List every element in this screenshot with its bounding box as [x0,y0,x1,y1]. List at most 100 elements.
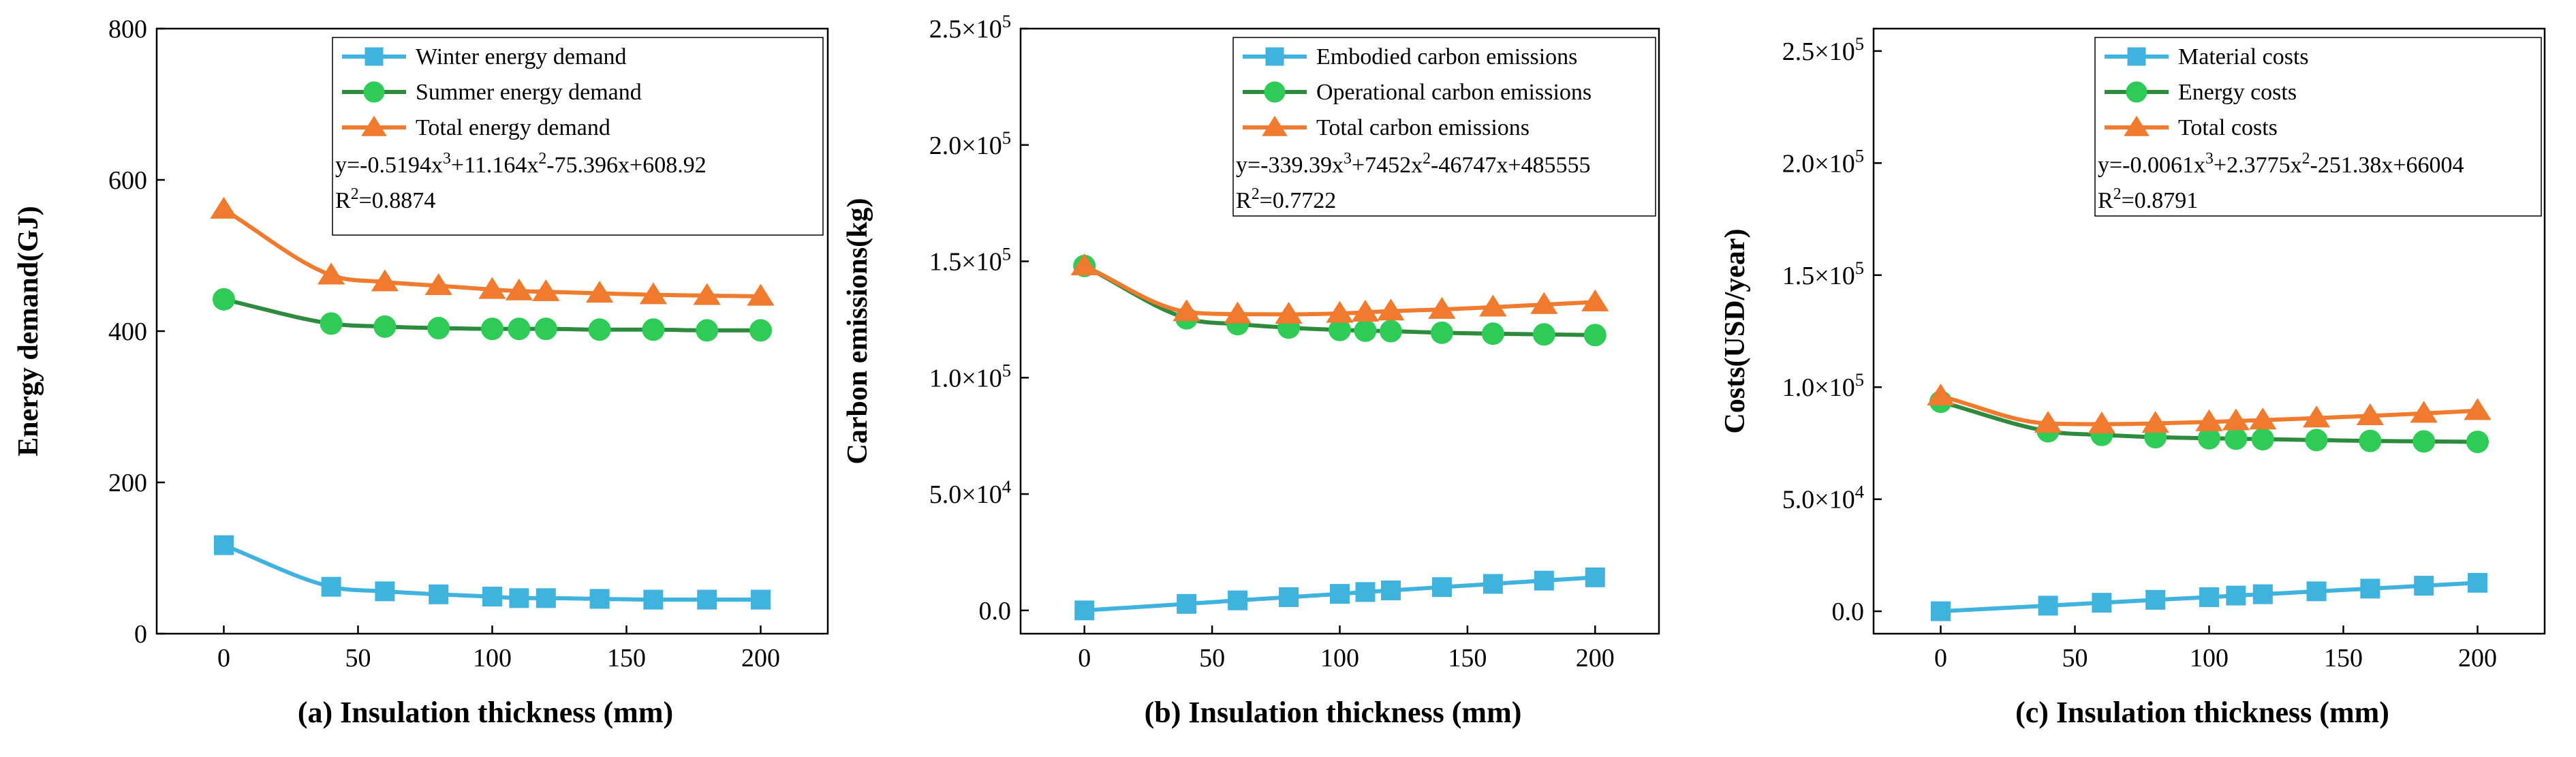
panel-tag: (c) [2015,696,2049,729]
data-point-0-0 [1074,600,1095,621]
data-point-0-8 [2360,578,2380,599]
data-point-1-0 [213,288,235,311]
data-point-0-6 [2252,584,2273,604]
panel-tag: (b) [1145,696,1181,729]
data-point-1-8 [642,318,665,341]
x-tick-label: 100 [1320,644,1359,673]
data-point-0-0 [214,535,234,555]
data-point-0-5 [2226,585,2246,606]
x-tick-label: 0 [217,644,230,673]
data-point-0-7 [1431,577,1452,598]
y-tick-label: 0 [134,620,147,649]
data-point-1-6 [1379,320,1402,343]
data-point-1-8 [1481,322,1504,345]
x-axis-title: Insulation thickness (mm) [1181,696,1521,729]
data-point-1-1 [320,312,343,335]
y-tick-label: 1.5×105 [1782,258,1864,290]
data-point-2-3 [2141,411,2169,433]
panel-c: 0 50 100 150 200 0.0 5.0×104 1.0×105 1.5×105 2.0×… [1720,27,2546,729]
data-point-2-7 [585,281,614,303]
data-point-2-10 [747,283,775,306]
y-tick-label: 2.5×105 [1782,33,1864,66]
data-point-0-1 [321,576,341,597]
data-point-1-7 [1430,321,1453,344]
data-point-0-1 [1177,593,1197,614]
legend-label: Operational carbon emissions [1316,80,1592,105]
y-tick-label: 5.0×104 [1782,482,1864,514]
x-tick-label: 100 [2190,644,2229,673]
data-point-0-8 [643,589,664,610]
data-point-1-2 [373,315,397,338]
legend-marker [2126,81,2147,103]
y-axis-label: Carbon emissions(kg) [842,198,873,465]
data-point-2-10 [1581,289,1609,311]
legend-a [332,37,824,236]
data-point-2-8 [1479,294,1507,317]
panel-tag: (a) [298,696,332,729]
x-axis-label: (c) Insulation thickness (mm) [2015,696,2389,729]
data-point-1-6 [534,318,557,341]
data-point-1-5 [508,318,531,341]
data-point-2-9 [1530,292,1558,314]
data-point-0-7 [2306,581,2327,602]
x-tick-label: 0 [1078,644,1091,673]
data-point-2-1 [1173,299,1200,322]
data-point-0-3 [429,584,449,604]
legend-marker [2124,115,2150,136]
legend-label: Material costs [2178,44,2309,69]
x-tick-label: 200 [2458,644,2497,673]
data-point-2-6 [532,279,560,301]
data-point-2-0 [210,196,238,219]
data-point-1-7 [588,318,611,341]
data-point-1-5 [2224,427,2248,450]
y-tick-label: 800 [108,15,147,44]
data-point-0-7 [589,589,610,609]
x-tick-label: 150 [607,644,646,673]
data-point-0-3 [1279,587,1299,607]
x-tick-label: 100 [473,644,512,673]
legend-marker [364,47,384,66]
y-tick-label: 5.0×104 [929,476,1011,509]
data-point-0-0 [1931,601,1951,621]
x-tick-label: 0 [1934,644,1947,673]
data-point-2-8 [639,282,668,305]
data-point-2-0 [1927,383,1955,406]
x-tick-label: 50 [345,644,371,673]
data-point-2-8 [2356,403,2385,425]
data-point-1-7 [2305,429,2328,452]
data-point-2-6 [2249,407,2277,430]
data-point-2-6 [1377,298,1405,321]
legend-label: Summer energy demand [416,80,642,105]
legend-label: Total costs [2178,115,2278,140]
legend-marker [1265,47,1284,66]
x-tick-label: 150 [1448,644,1487,673]
data-point-1-3 [427,317,450,340]
legend-marker [363,81,385,103]
data-point-1-9 [2412,430,2436,453]
data-point-0-9 [2414,576,2434,596]
data-point-0-10 [751,589,771,610]
y-tick-label: 2.0×105 [1782,145,1864,178]
fit-equation: y=-0.0061x3+2.3775x2-251.38x+66004 [2098,150,2464,178]
data-point-2-2 [2088,412,2116,434]
data-point-2-7 [1428,296,1456,319]
data-point-0-10 [1585,567,1605,587]
data-point-2-5 [505,278,533,300]
y-tick-label: 200 [108,469,147,497]
data-point-2-3 [1275,301,1303,324]
y-axis-label: Energy demand(GJ) [13,206,44,457]
panel-a: 0 50 100 150 200 0 200 400 600 800 Energy demand(G… [13,15,829,729]
data-point-0-5 [509,588,529,608]
data-point-1-10 [1583,324,1607,347]
data-point-0-4 [1330,584,1350,604]
data-point-1-6 [2251,428,2274,451]
data-point-0-4 [482,587,502,607]
data-point-0-3 [2145,589,2166,610]
x-axis-label: (b) Insulation thickness (mm) [1145,696,1522,729]
legend-label: Total carbon emissions [1316,115,1530,140]
data-point-0-2 [1228,590,1248,611]
legend-label: Total energy demand [416,115,610,140]
data-point-2-1 [317,262,345,285]
y-tick-label: 2.5×105 [929,11,1011,44]
